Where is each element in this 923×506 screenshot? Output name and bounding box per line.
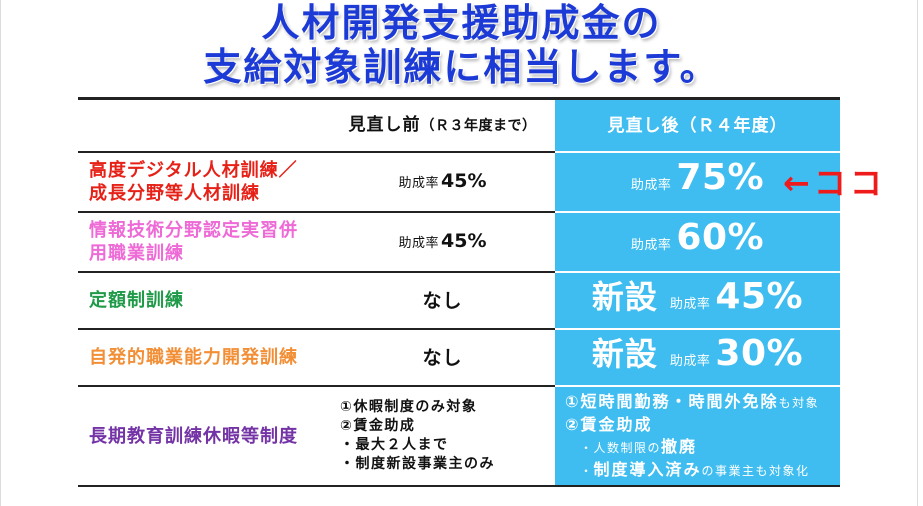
after-cell: 助成率 75% xyxy=(555,153,840,211)
header-after-label: 見直し後（Ｒ４年度） xyxy=(607,115,788,136)
before-condition-line: ・最大２人まで xyxy=(340,437,449,453)
before-rate-value: 45% xyxy=(441,229,487,252)
before-rate: 助成率 45% xyxy=(399,166,487,199)
new-badge: 新設 xyxy=(591,334,658,373)
header-before-cell: 見直し前（Ｒ３年度まで） xyxy=(330,100,555,151)
after-condition-emphasis: ①短時間勤務・時間外免除 xyxy=(565,391,779,411)
before-rate-label: 助成率 xyxy=(398,235,440,251)
header-after: 見直し後（Ｒ４年度） xyxy=(608,112,788,140)
table-top-rule xyxy=(78,97,840,100)
after-rate: 新設 助成率 45% xyxy=(592,275,803,327)
before-cell: なし xyxy=(330,273,555,328)
after-rate-value: 45% xyxy=(715,275,804,317)
before-cell: 助成率 45% xyxy=(330,153,555,211)
row-label-cell: 情報技術分野認定実習併 用職業訓練 xyxy=(78,213,330,271)
row-label-line: 定額制訓練 xyxy=(89,290,184,311)
before-cell: なし xyxy=(330,330,555,385)
after-condition-text: の事業主も対象化 xyxy=(701,463,810,478)
after-rate: 助成率 60% xyxy=(631,216,764,268)
after-rate-value: 30% xyxy=(715,332,804,374)
after-condition-line: ①短時間勤務・時間外免除も対象 xyxy=(565,391,819,414)
row-label-cell: 定額制訓練 xyxy=(78,273,330,328)
new-badge: 新設 xyxy=(591,277,658,316)
before-none-text: なし xyxy=(422,346,463,369)
after-condition-emphasis: 撤廃 xyxy=(661,436,698,456)
row-label-line: 成長分野等人材訓練 xyxy=(89,183,260,204)
row-label-line: 自発的職業能力開発訓練 xyxy=(89,347,298,368)
row-label-line: 用職業訓練 xyxy=(89,243,184,264)
header-before-label: 見直し前 xyxy=(348,115,421,135)
after-rate-label: 助成率 xyxy=(669,296,711,312)
before-rate: 助成率 45% xyxy=(399,226,487,259)
after-condition-emphasis: ②賃金助成 xyxy=(565,414,653,434)
after-condition-text: ・人数制限の xyxy=(580,440,662,455)
before-none-text: なし xyxy=(422,289,463,312)
row-fixed-rate-training: 定額制訓練 なし 新設 助成率 45% xyxy=(78,273,840,328)
table-row-rule xyxy=(78,385,840,387)
after-condition-line: ・制度導入済みの事業主も対象化 xyxy=(565,459,810,482)
row-voluntary-career-development-training: 自発的職業能力開発訓練 なし 新設 助成率 30% xyxy=(78,330,840,385)
after-condition-emphasis: 制度導入済み xyxy=(593,459,702,479)
table-row-rule xyxy=(78,211,840,213)
after-rate: 助成率 75% xyxy=(631,156,764,208)
title-line-2: 支給対象訓練に相当します。 xyxy=(203,45,720,89)
after-rate-label: 助成率 xyxy=(630,238,672,253)
after-cell: ①短時間勤務・時間外免除も対象 ②賃金助成 ・人数制限の撤廃 ・制度導入済みの事… xyxy=(555,387,840,485)
row-label-line: 高度デジタル人材訓練／ xyxy=(89,160,298,181)
table-header-rule xyxy=(78,151,840,153)
row-it-field-apprenticeship-training: 情報技術分野認定実習併 用職業訓練 助成率 45% 助成率 60% xyxy=(78,213,840,271)
row-label-line: 情報技術分野認定実習併 xyxy=(89,220,298,241)
table-header-row: 見直し前（Ｒ３年度まで） 見直し後（Ｒ４年度） xyxy=(78,100,840,151)
row-label-cell: 高度デジタル人材訓練／ 成長分野等人材訓練 xyxy=(78,153,330,211)
callout-here-pointer: ←ココ xyxy=(783,164,886,202)
header-corner-cell xyxy=(78,100,330,151)
header-after-cell: 見直し後（Ｒ４年度） xyxy=(555,100,840,151)
row-long-term-education-leave: 長期教育訓練休暇等制度 ①休暇制度のみ対象 ②賃金助成 ・最大２人まで ・制度新… xyxy=(78,387,840,485)
table-row-rule xyxy=(78,328,840,330)
comparison-table: 見直し前（Ｒ３年度まで） 見直し後（Ｒ４年度） 高度デジタル人材訓練／ 成長分野… xyxy=(78,97,840,487)
after-rate-value: 75% xyxy=(676,157,765,198)
after-condition-bullet: ・ xyxy=(580,463,594,478)
row-label-cell: 自発的職業能力開発訓練 xyxy=(78,330,330,385)
before-cell: ①休暇制度のみ対象 ②賃金助成 ・最大２人まで ・制度新設事業主のみ xyxy=(330,387,555,485)
row-advanced-digital-training: 高度デジタル人材訓練／ 成長分野等人材訓練 助成率 45% 助成率 75% xyxy=(78,153,840,211)
after-condition-line: ・人数制限の撤廃 xyxy=(565,436,697,459)
header-before-period: （Ｒ３年度まで） xyxy=(420,118,537,134)
after-rate-label: 助成率 xyxy=(630,178,672,193)
after-rate: 新設 助成率 30% xyxy=(592,332,803,384)
row-label-cell: 長期教育訓練休暇等制度 xyxy=(78,387,330,485)
before-cell: 助成率 45% xyxy=(330,213,555,271)
after-rate-label: 助成率 xyxy=(669,353,711,369)
before-condition-line: ②賃金助成 xyxy=(340,418,416,434)
table-bottom-rule xyxy=(78,485,840,487)
before-condition-line: ・制度新設事業主のみ xyxy=(340,456,495,472)
after-column-highlight xyxy=(555,100,840,485)
after-condition-line: ②賃金助成 xyxy=(565,414,653,436)
table-row-rule xyxy=(78,271,840,273)
row-label-line: 長期教育訓練休暇等制度 xyxy=(89,425,298,447)
before-rate-label: 助成率 xyxy=(398,175,440,191)
before-condition-line: ①休暇制度のみ対象 xyxy=(340,399,478,415)
header-before: 見直し前（Ｒ３年度まで） xyxy=(349,111,537,140)
after-rate-value: 60% xyxy=(676,217,765,258)
before-rate-value: 45% xyxy=(441,169,487,192)
after-cell: 助成率 60% xyxy=(555,213,840,271)
after-condition-text: も対象 xyxy=(778,395,820,410)
after-cell: 新設 助成率 30% xyxy=(555,330,840,385)
title-line-1: 人材開発支援助成金の xyxy=(261,1,662,45)
after-cell: 新設 助成率 45% xyxy=(555,273,840,328)
